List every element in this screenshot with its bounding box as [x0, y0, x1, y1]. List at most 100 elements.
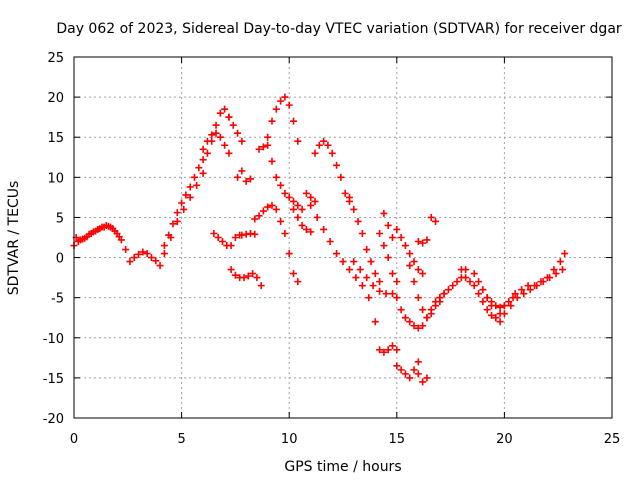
data-point	[139, 248, 147, 256]
x-tick-label: 10	[281, 432, 298, 447]
data-point	[492, 302, 500, 310]
data-point	[199, 145, 207, 153]
data-point	[537, 278, 545, 286]
data-point	[208, 137, 216, 145]
data-point	[380, 209, 388, 217]
data-point	[358, 282, 366, 290]
data-point	[203, 149, 211, 157]
data-point	[294, 278, 302, 286]
data-point	[550, 266, 558, 274]
data-point	[500, 302, 508, 310]
data-point	[376, 346, 384, 354]
x-axis-label: GPS time / hours	[284, 459, 401, 475]
data-point	[401, 242, 409, 250]
data-point	[341, 189, 349, 197]
data-point	[524, 282, 532, 290]
data-point	[259, 207, 267, 215]
y-tick-label: -20	[43, 412, 64, 427]
data-point	[221, 141, 229, 149]
data-point	[470, 282, 478, 290]
data-point	[294, 213, 302, 221]
data-point	[290, 270, 298, 278]
data-point	[384, 254, 392, 262]
data-point	[225, 113, 233, 121]
data-point	[354, 217, 362, 225]
data-point	[320, 137, 328, 145]
data-point	[518, 286, 526, 294]
series-arc-r	[307, 201, 379, 326]
data-point	[242, 177, 250, 185]
data-point	[302, 225, 310, 233]
data-point	[500, 310, 508, 318]
data-point	[393, 225, 401, 233]
data-point	[193, 181, 201, 189]
data-point	[393, 278, 401, 286]
data-point	[410, 366, 418, 374]
series-arc-k	[255, 141, 272, 153]
series-arc-d	[199, 129, 233, 157]
data-point	[115, 233, 123, 241]
data-point	[384, 221, 392, 229]
data-point	[313, 213, 321, 221]
data-point	[126, 258, 134, 266]
data-point	[214, 234, 222, 241]
plot-frame	[73, 56, 613, 419]
data-point	[173, 217, 181, 225]
data-point	[311, 197, 319, 205]
data-point	[167, 234, 175, 241]
data-point	[380, 242, 388, 250]
data-point	[122, 246, 130, 254]
data-point	[457, 266, 465, 274]
data-point	[453, 278, 461, 286]
data-point	[414, 266, 422, 274]
series-arc-o	[290, 205, 315, 236]
data-point	[246, 175, 254, 183]
data-point	[414, 324, 422, 332]
data-point	[475, 278, 483, 286]
data-point	[81, 234, 89, 242]
data-point	[414, 238, 422, 246]
series-arc-c	[156, 149, 211, 270]
data-point	[152, 257, 160, 265]
axis-ticks: 0 5 10 15 20 25 -20 -15 -10 -5 0 5 10 15 20 25	[43, 51, 621, 447]
data-point	[225, 149, 233, 157]
series-arc-c2	[160, 169, 207, 258]
data-point	[180, 205, 188, 213]
data-point	[470, 270, 478, 278]
data-point	[345, 266, 353, 274]
chart-title: Day 062 of 2023, Sidereal Day-to-day VTE…	[56, 21, 622, 37]
data-point	[552, 270, 560, 278]
data-point	[324, 141, 332, 149]
data-point	[249, 270, 257, 278]
series-arc-hh	[483, 294, 517, 311]
data-point	[277, 97, 285, 105]
data-point	[195, 164, 203, 172]
grid	[74, 57, 612, 418]
data-point	[264, 133, 272, 141]
data-point	[414, 370, 422, 378]
data-points	[70, 93, 569, 386]
series-arc-i	[234, 167, 254, 185]
data-point	[143, 250, 151, 258]
data-point	[255, 212, 263, 220]
data-point	[173, 209, 181, 217]
data-point	[76, 236, 84, 244]
data-point	[111, 227, 119, 235]
data-point	[272, 173, 280, 181]
data-point	[285, 250, 293, 258]
data-point	[520, 290, 528, 298]
data-point	[264, 203, 272, 211]
data-point	[339, 258, 347, 266]
series-arc-n	[268, 157, 306, 213]
data-point	[406, 250, 414, 258]
data-point	[156, 262, 164, 270]
data-point	[255, 145, 263, 153]
data-point	[371, 270, 379, 278]
x-tick-label: 25	[604, 432, 621, 447]
data-point	[393, 294, 401, 302]
data-point	[169, 220, 177, 228]
data-point	[367, 258, 375, 266]
data-point	[432, 217, 440, 225]
data-point	[479, 298, 487, 306]
